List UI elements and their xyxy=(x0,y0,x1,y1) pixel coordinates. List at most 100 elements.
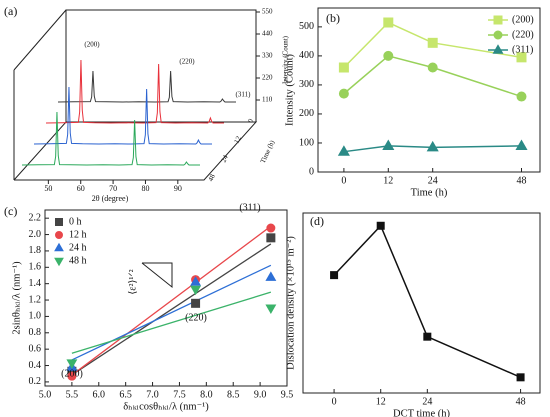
x-tick-label: 90 xyxy=(174,184,182,193)
point xyxy=(330,271,339,280)
x-tick-label: 50 xyxy=(44,184,52,193)
slope-triangle xyxy=(141,262,173,289)
peak-label: (220) xyxy=(179,58,195,66)
annotation: (311) xyxy=(239,202,260,213)
x-tick-label: 9.0 xyxy=(254,389,267,400)
y-axis-label: Dislocation density (×10¹⁵ m⁻²) xyxy=(285,236,296,370)
point xyxy=(337,145,350,156)
fit-line xyxy=(71,225,272,376)
point xyxy=(516,373,525,382)
x-tick-label: 0 xyxy=(341,175,346,186)
y-tick-label: 300 xyxy=(299,79,314,90)
point xyxy=(66,359,78,369)
x-tick-label: 8.0 xyxy=(200,389,213,400)
x-tick-label: 6.0 xyxy=(93,389,106,400)
point xyxy=(427,62,438,73)
xrd-pattern xyxy=(21,111,200,166)
x-tick-label: 9.5 xyxy=(281,389,294,400)
point xyxy=(265,271,277,281)
point xyxy=(383,17,394,28)
point xyxy=(266,223,276,233)
point xyxy=(427,37,438,48)
point xyxy=(265,304,277,315)
y-tick-label: 2.0 xyxy=(29,229,42,240)
x-tick-label: 0 xyxy=(332,396,337,407)
annotation: (220) xyxy=(185,312,207,323)
point xyxy=(376,221,385,230)
x-tick-label: 5.5 xyxy=(66,389,79,400)
z-tick-label: 48 xyxy=(207,173,217,183)
legend-marker xyxy=(55,231,63,239)
series-line xyxy=(343,21,522,69)
x-tick-label: 6.5 xyxy=(119,389,132,400)
legend-marker xyxy=(54,242,64,252)
legend-marker xyxy=(492,44,504,54)
back-wall xyxy=(65,9,257,122)
point xyxy=(266,233,276,243)
y-tick-label: 200 xyxy=(299,108,314,119)
x-tick-label: 12 xyxy=(376,396,386,407)
legend-label: 24 h xyxy=(69,242,87,253)
legend-label: 12 h xyxy=(69,229,87,240)
side-edge xyxy=(13,9,67,71)
plot-frame xyxy=(44,209,288,387)
point xyxy=(383,50,394,61)
y-tick-label: 500 xyxy=(299,21,314,32)
y-tick-label: 550 xyxy=(262,8,273,16)
z-tick-label: 24 xyxy=(220,154,230,164)
legend-marker xyxy=(55,218,63,226)
peak-label: (200) xyxy=(84,41,100,49)
z-tick-label: 0 xyxy=(246,117,255,124)
xrd-pattern xyxy=(45,59,224,124)
point xyxy=(67,371,77,381)
y-tick-label: 0.6 xyxy=(29,343,42,354)
point xyxy=(190,276,202,286)
y-tick-label: 0.4 xyxy=(29,360,42,371)
panel-label: (d) xyxy=(310,214,324,228)
y-tick-label: 0.2 xyxy=(29,376,42,387)
y-tick-label: 220 xyxy=(262,74,273,82)
peak-label: (311) xyxy=(236,91,252,99)
panel-a-frame xyxy=(13,9,258,181)
y-tick-label: 1.0 xyxy=(29,311,42,322)
legend-marker xyxy=(493,15,503,25)
xrd-pattern xyxy=(33,86,212,145)
x-tick-label: 24 xyxy=(422,396,432,407)
panel-label: (c) xyxy=(4,204,17,218)
fit-line xyxy=(71,264,272,361)
x-axis-label: δₕₖₗcosθₕₖₗ/λ (nm⁻¹) xyxy=(123,401,209,412)
y-tick-label: 0.8 xyxy=(29,327,42,338)
point xyxy=(515,139,528,150)
y-tick-label: 2.2 xyxy=(29,212,42,223)
xrd-pattern xyxy=(57,70,236,103)
legend-label: (200) xyxy=(512,14,534,25)
x-tick-label: 24 xyxy=(428,175,438,186)
y-axis-label: Intensity (Count) xyxy=(282,35,290,84)
point xyxy=(426,140,439,152)
legend-label: 0 h xyxy=(69,216,82,227)
x-tick-label: 12 xyxy=(383,175,393,186)
point xyxy=(191,298,201,308)
x-tick-label: 7.5 xyxy=(173,389,186,400)
point xyxy=(516,52,527,63)
plot-frame xyxy=(302,212,541,394)
legend-label: (311) xyxy=(512,44,533,55)
y-axis-label: 2sinθₕₖₗ/λ (nm⁻¹) xyxy=(11,261,22,335)
x-tick-label: 60 xyxy=(77,184,85,193)
x-axis-label: 2θ (degree) xyxy=(92,194,129,203)
series-line xyxy=(343,55,522,98)
y-tick-label: 1.2 xyxy=(29,294,42,305)
legend-label: 48 h xyxy=(69,255,87,266)
point xyxy=(338,62,349,73)
fit-line xyxy=(71,243,272,376)
y-tick-label: 110 xyxy=(262,96,273,104)
y-tick-label: 100 xyxy=(299,137,314,148)
series-line xyxy=(333,224,521,379)
x-tick-label: 70 xyxy=(109,184,117,193)
y-tick-label: 1.8 xyxy=(29,245,42,256)
z-tick-label: 12 xyxy=(233,135,243,145)
y-tick-label: 330 xyxy=(262,52,273,60)
series-line xyxy=(343,145,522,153)
panel-label: (a) xyxy=(4,4,17,18)
